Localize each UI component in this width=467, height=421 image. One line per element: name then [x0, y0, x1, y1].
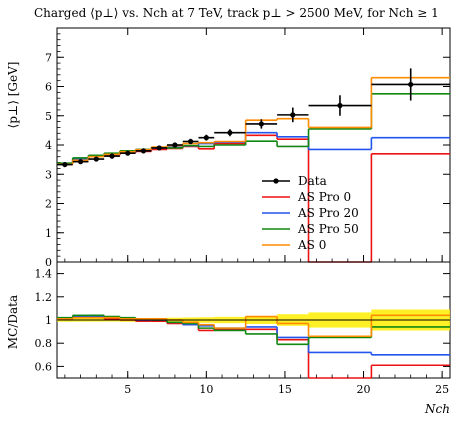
data-point — [258, 121, 264, 127]
main-y-tick-label: 1 — [45, 227, 52, 240]
x-tick-label: 20 — [357, 383, 371, 396]
ratio-y-tick-label: 1.4 — [35, 268, 53, 281]
ratio-y-axis-label: MC/Data — [6, 295, 20, 349]
main-y-tick-label: 4 — [45, 139, 52, 152]
data-point — [109, 153, 115, 159]
legend-label-as-0: AS 0 — [297, 238, 326, 252]
ratio-y-tick-label: 0.8 — [35, 337, 53, 350]
x-tick-label: 15 — [278, 383, 292, 396]
data-point — [125, 150, 131, 156]
legend-label-as-pro-50: AS Pro 50 — [297, 222, 359, 236]
main-y-tick-label: 5 — [45, 110, 52, 123]
data-point — [172, 142, 178, 148]
main-y-tick-label: 2 — [45, 198, 52, 211]
data-point — [77, 159, 84, 165]
main-y-tick-label: 0 — [45, 256, 52, 269]
ratio-y-tick-label: 0.6 — [35, 360, 53, 373]
legend-label-data: Data — [298, 174, 327, 188]
data-point — [408, 81, 414, 88]
data-point — [93, 156, 99, 162]
ratio-plot-content — [57, 309, 450, 379]
data-point — [203, 135, 209, 141]
main-plot-frame — [56, 27, 451, 263]
ratio-y-tick-label: 1.2 — [35, 291, 53, 304]
x-tick-label: 5 — [124, 383, 131, 396]
data-point — [337, 102, 343, 109]
data-point — [62, 161, 68, 168]
main-y-ticks: 0 1 2 3 4 5 6 7 — [45, 33, 450, 269]
legend: Data AS Pro 0 AS Pro 20 AS Pro 50 AS 0 — [262, 174, 359, 252]
y-axis-label: ⟨p⊥⟩ [GeV] — [6, 62, 20, 129]
data-point — [227, 130, 233, 136]
x-axis-ticks: 5 10 15 20 25 — [64, 28, 449, 396]
chart-title: Charged ⟨p⊥⟩ vs. Nch at 7 TeV, track p⊥ … — [34, 6, 439, 20]
data-point — [156, 145, 162, 151]
data-point — [140, 148, 147, 154]
main-y-tick-label: 3 — [45, 168, 52, 181]
main-plot-panel: 0 1 2 3 4 5 6 7 Data AS Pro 0 AS Pro 20 AS Pro 50 A… — [6, 27, 451, 269]
data-point — [188, 138, 194, 145]
x-tick-label: 25 — [435, 383, 449, 396]
main-plot-content — [57, 68, 450, 263]
ratio-y-tick-label: 1 — [45, 314, 52, 327]
ratio-plot-panel: 0.6 0.8 1 1.2 1.4 MC/Data — [6, 261, 451, 379]
legend-marker-data — [273, 178, 279, 184]
x-tick-label: 10 — [199, 383, 213, 396]
x-axis-label: Nch — [424, 402, 450, 416]
main-y-tick-label: 6 — [45, 81, 52, 94]
data-point — [290, 112, 296, 118]
ratio-y-ticks: 0.6 0.8 1 1.2 1.4 — [35, 268, 450, 373]
main-y-tick-label: 7 — [45, 51, 52, 64]
legend-label-as-pro-0: AS Pro 0 — [297, 190, 351, 204]
legend-label-as-pro-20: AS Pro 20 — [297, 206, 359, 220]
